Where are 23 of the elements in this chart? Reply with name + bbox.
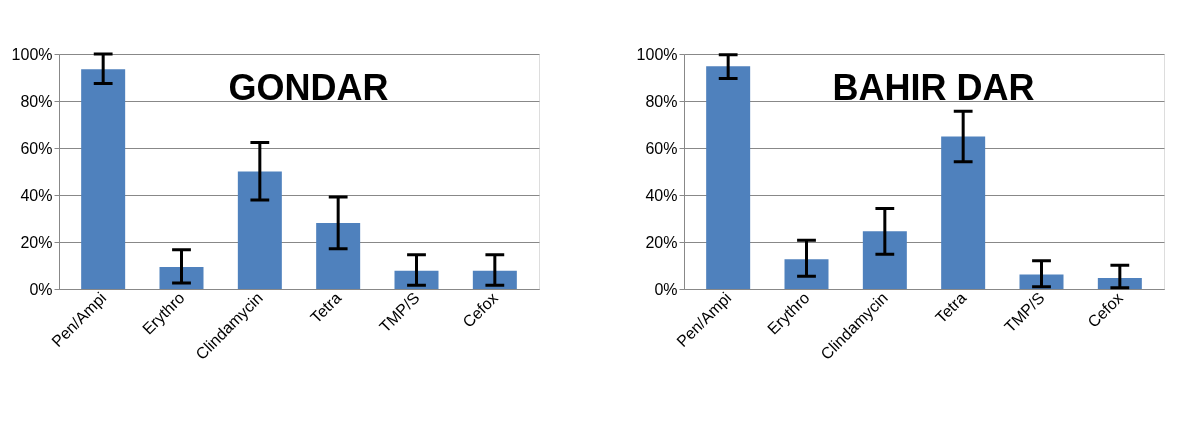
y-tick-label: 0% (29, 280, 53, 298)
x-tick-label: Tetra (932, 289, 970, 327)
bar (81, 69, 126, 289)
y-tick-label: 40% (20, 186, 53, 204)
bar (784, 259, 829, 289)
y-tick-label: 100% (636, 45, 678, 63)
bar (237, 171, 282, 289)
y-tick-label: 100% (11, 45, 53, 63)
y-tick-label: 80% (645, 92, 678, 110)
y-tick-label: 0% (654, 280, 678, 298)
chart-title: GONDAR (228, 67, 389, 109)
bar (941, 136, 986, 289)
y-tick-label: 80% (20, 92, 53, 110)
bar (316, 222, 361, 289)
y-tick-label: 60% (645, 139, 678, 157)
chart-title: BAHIR DAR (832, 67, 1035, 109)
bar (706, 66, 751, 289)
x-tick-label: Tetra (307, 289, 345, 327)
bar (862, 231, 907, 289)
y-tick-label: 60% (20, 139, 53, 157)
y-tick-label: 20% (645, 233, 678, 251)
y-tick-label: 40% (645, 186, 678, 204)
y-tick-label: 20% (20, 233, 53, 251)
